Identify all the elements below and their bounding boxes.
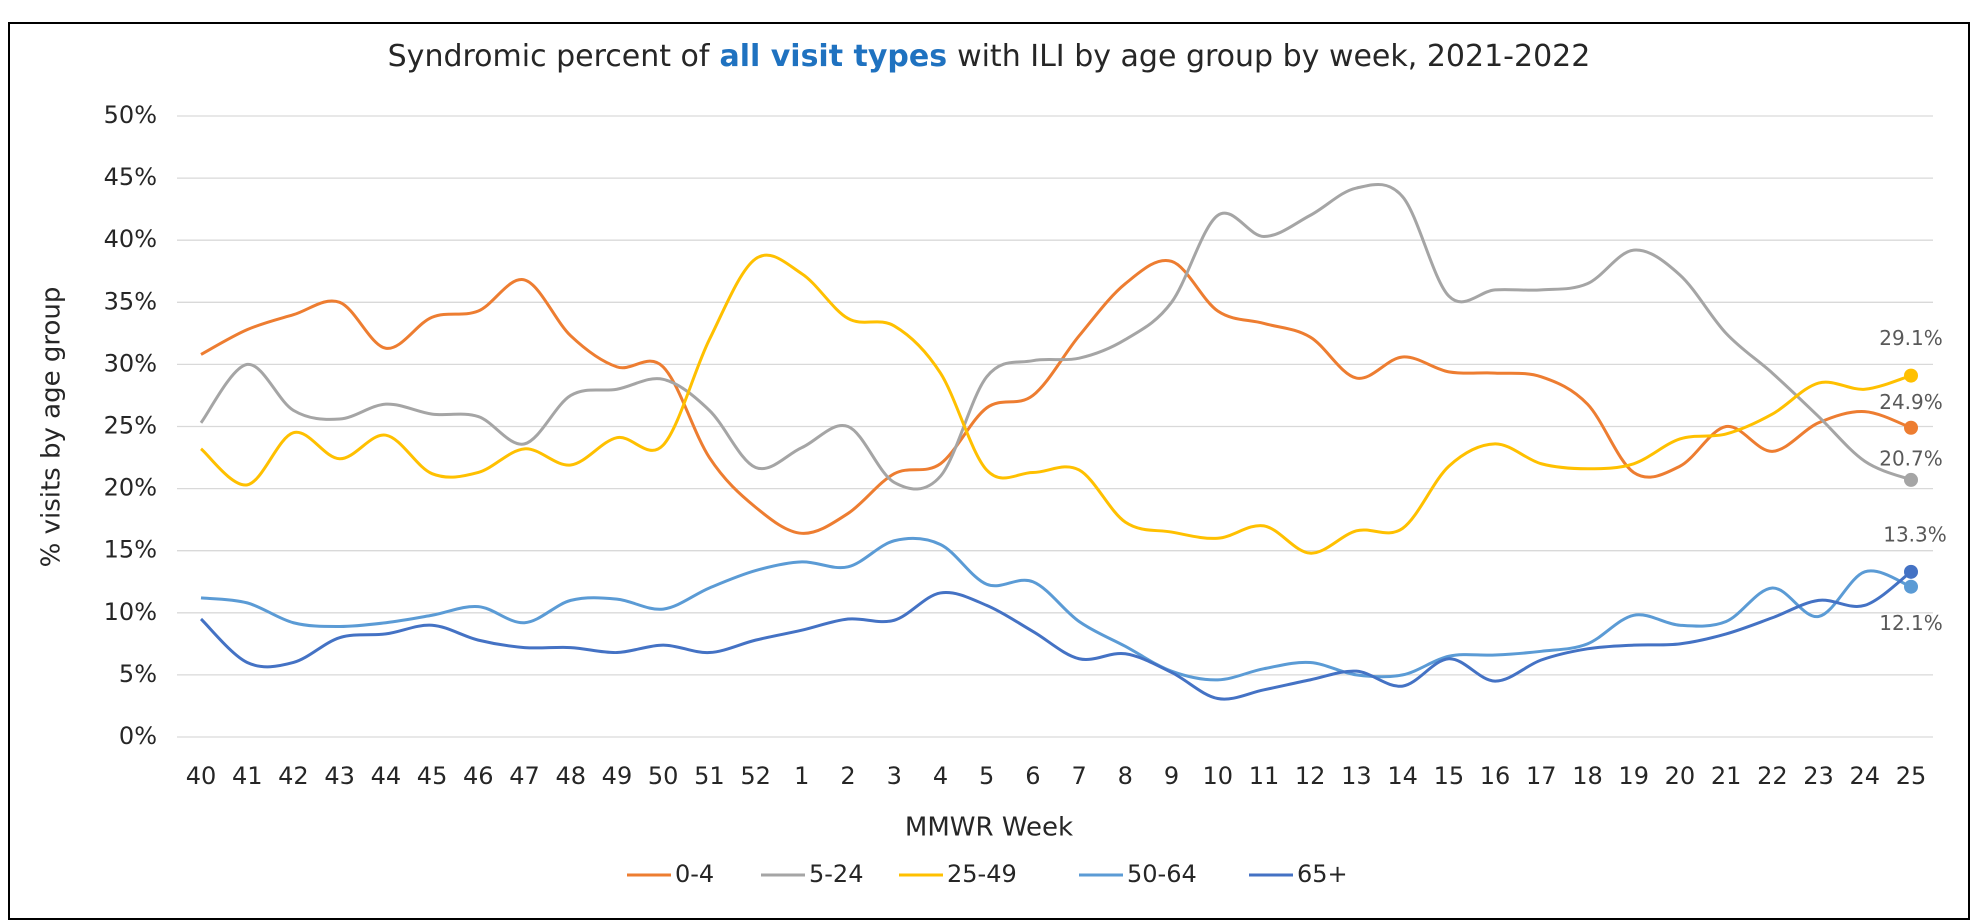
legend-label: 25-49: [947, 860, 1017, 888]
data-label: 12.1%: [1879, 611, 1943, 635]
x-tick-label: 2: [840, 762, 855, 790]
x-tick-label: 3: [887, 762, 902, 790]
x-tick-label: 12: [1295, 762, 1326, 790]
series-line: [200, 536, 1912, 682]
x-tick-label: 46: [463, 762, 494, 790]
y-tick-label: 35%: [104, 287, 157, 315]
x-tick-label: 7: [1071, 762, 1086, 790]
x-tick-label: 42: [278, 762, 309, 790]
y-tick-label: 45%: [104, 163, 157, 191]
end-marker: [1904, 472, 1918, 487]
series-line: [199, 570, 1912, 701]
x-tick-label: 14: [1387, 762, 1418, 790]
x-tick-label: 4: [933, 762, 948, 790]
x-tick-label: 9: [1164, 762, 1179, 790]
x-tick-label: 20: [1665, 762, 1696, 790]
x-tick-label: 25: [1896, 762, 1927, 790]
x-tick-label: 44: [371, 762, 402, 790]
x-tick-label: 17: [1526, 762, 1557, 790]
x-tick-label: 22: [1757, 762, 1788, 790]
legend-label: 65+: [1297, 860, 1348, 888]
series-line: [199, 182, 1912, 491]
x-tick-label: 1: [794, 762, 809, 790]
legend-label: 0-4: [675, 860, 714, 888]
series-line: [199, 253, 1912, 555]
end-marker: [1904, 368, 1918, 383]
x-tick-label: 23: [1803, 762, 1834, 790]
x-tick-label: 41: [232, 762, 263, 790]
title-part: Syndromic percent of: [388, 39, 711, 74]
x-tick-label: 51: [694, 762, 725, 790]
x-tick-label: 15: [1434, 762, 1465, 790]
chart-title: Syndromic percent of all visit types with …: [388, 39, 1591, 74]
legend-label: 50-64: [1127, 860, 1197, 888]
y-tick-label: 15%: [104, 536, 157, 564]
x-axis-title: MMWR Week: [905, 813, 1073, 843]
y-tick-label: 20%: [104, 474, 157, 502]
x-tick-label: 43: [324, 762, 355, 790]
x-tick-label: 6: [1025, 762, 1040, 790]
x-tick-label: 19: [1618, 762, 1649, 790]
x-tick-label: 11: [1249, 762, 1280, 790]
x-tick-label: 49: [602, 762, 633, 790]
end-marker: [1904, 564, 1918, 579]
x-tick-label: 50: [648, 762, 679, 790]
x-tick-label: 40: [186, 762, 217, 790]
y-tick-label: 25%: [104, 412, 157, 440]
title-part: with ILI by age group by week, 2021-2022: [957, 39, 1590, 74]
y-tick-label: 0%: [119, 722, 157, 750]
x-tick-label: 21: [1711, 762, 1742, 790]
end-marker: [1904, 420, 1918, 435]
end-marker: [1904, 579, 1918, 594]
x-tick-label: 8: [1118, 762, 1133, 790]
x-tick-label: 45: [417, 762, 448, 790]
y-tick-label: 10%: [104, 598, 157, 626]
y-tick-label: 30%: [104, 349, 157, 377]
y-axis-title: % visits by age group: [37, 287, 67, 568]
x-tick-label: 18: [1572, 762, 1603, 790]
x-tick-label: 5: [979, 762, 994, 790]
x-tick-label: 10: [1202, 762, 1233, 790]
title-emphasis: all visit types: [719, 39, 947, 74]
y-tick-label: 50%: [104, 101, 157, 129]
x-tick-label: 52: [740, 762, 771, 790]
x-tick-label: 48: [555, 762, 586, 790]
data-label: 20.7%: [1879, 446, 1943, 470]
series-line: [200, 258, 1912, 535]
y-tick-label: 40%: [104, 225, 157, 253]
data-label: 29.1%: [1879, 326, 1943, 350]
x-tick-label: 47: [509, 762, 540, 790]
data-label: 13.3%: [1883, 522, 1947, 546]
data-label: 24.9%: [1879, 390, 1943, 414]
legend-label: 5-24: [809, 860, 863, 888]
x-tick-label: 24: [1850, 762, 1881, 790]
x-tick-label: 16: [1480, 762, 1511, 790]
x-tick-label: 13: [1341, 762, 1372, 790]
y-tick-label: 5%: [119, 660, 157, 688]
